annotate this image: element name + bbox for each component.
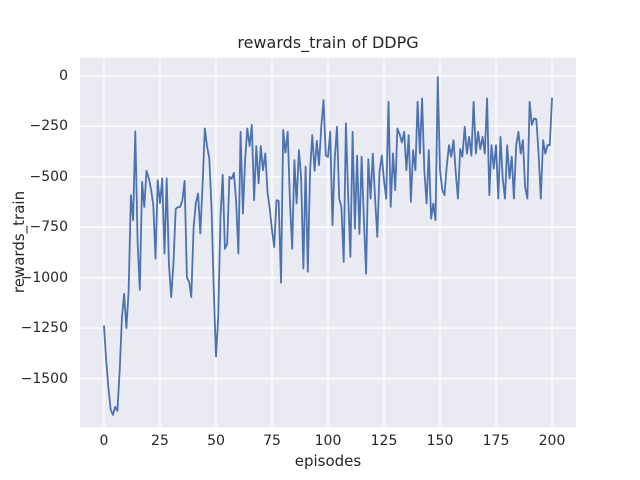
chart-title: rewards_train of DDPG <box>237 33 419 52</box>
y-tick-label: −1250 <box>20 320 68 337</box>
x-tick-label: 50 <box>207 433 225 449</box>
x-tick-label: 75 <box>263 433 281 449</box>
x-tick-label: 100 <box>314 433 342 449</box>
x-tick-label: 150 <box>426 433 454 449</box>
y-tick-label: −500 <box>29 168 68 185</box>
x-gridlines <box>103 57 553 428</box>
x-tick-label: 200 <box>538 433 566 449</box>
y-tick-label: −1000 <box>20 269 68 286</box>
x-tick-label: 0 <box>99 433 109 449</box>
y-tick-label: −1500 <box>20 370 68 387</box>
y-tick-label: −250 <box>29 118 68 135</box>
x-axis-label: episodes <box>294 452 362 470</box>
x-tick-label: 25 <box>151 433 169 449</box>
y-tick-label: −750 <box>29 219 68 236</box>
reward-line-series <box>103 76 553 416</box>
x-tick-label: 175 <box>482 433 510 449</box>
x-tick-label: 125 <box>370 433 398 449</box>
y-tick-label: 0 <box>59 67 68 84</box>
